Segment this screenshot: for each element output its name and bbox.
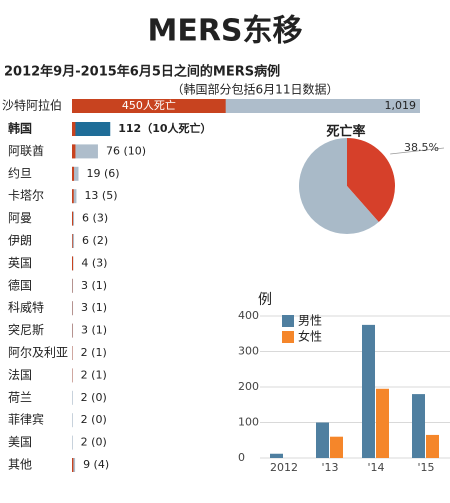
total-bar bbox=[72, 435, 73, 450]
pie-slice bbox=[347, 138, 396, 223]
x-tick-label: '15 bbox=[417, 461, 434, 474]
death-bar bbox=[72, 144, 76, 159]
country-label: 菲律宾 bbox=[8, 412, 44, 427]
label-leader bbox=[390, 147, 445, 155]
x-tick-label: '14 bbox=[367, 461, 384, 474]
total-label: 2 (1) bbox=[81, 346, 107, 359]
chart-title: 2012年9月-2015年6月5日之间的MERS病例 bbox=[4, 64, 280, 80]
y-tick-label: 400 bbox=[238, 309, 259, 322]
country-label: 卡塔尔 bbox=[8, 188, 44, 203]
total-label: 76 (10) bbox=[106, 144, 146, 157]
total-bar bbox=[72, 458, 76, 472]
total-bar bbox=[72, 390, 73, 405]
legend-label: 男性 bbox=[298, 314, 322, 328]
bar bbox=[362, 324, 375, 458]
death-bar bbox=[72, 256, 74, 271]
death-label: 450人死亡 bbox=[122, 98, 176, 112]
total-bar bbox=[72, 323, 74, 338]
country-label: 科威特 bbox=[8, 300, 44, 315]
y-tick-label: 300 bbox=[238, 345, 259, 358]
y-tick-label: 0 bbox=[238, 451, 245, 464]
country-label: 韩国 bbox=[8, 121, 32, 136]
total-label: 2 (0) bbox=[81, 413, 107, 426]
death-bar bbox=[72, 234, 73, 248]
pie-label: 38.5% bbox=[404, 141, 439, 154]
x-tick-label: '13 bbox=[321, 461, 338, 474]
bar bbox=[270, 453, 283, 458]
total-label: 6 (2) bbox=[82, 234, 108, 247]
country-label: 其他 bbox=[8, 458, 32, 472]
total-bar bbox=[72, 122, 111, 136]
y-tick-label: 100 bbox=[238, 416, 259, 429]
death-bar bbox=[72, 211, 74, 226]
y-tick-label: 200 bbox=[238, 380, 259, 393]
chart-subtitle: （韩国部分包括6月11日数据） bbox=[172, 82, 339, 97]
total-label: 112（10人死亡） bbox=[118, 121, 211, 135]
bar bbox=[330, 436, 343, 458]
bar bbox=[426, 434, 439, 458]
pie-title: 死亡率 bbox=[326, 124, 365, 140]
death-bar bbox=[72, 122, 76, 136]
country-label: 伊朗 bbox=[8, 234, 32, 248]
total-label: 3 (1) bbox=[81, 324, 107, 337]
x-tick-label: 2012 bbox=[270, 461, 298, 474]
total-bar bbox=[72, 144, 98, 159]
total-label: 6 (3) bbox=[82, 212, 108, 225]
country-label: 突尼斯 bbox=[8, 322, 44, 337]
death-bar bbox=[72, 166, 75, 181]
total-bar bbox=[72, 166, 79, 181]
death-bar bbox=[72, 99, 226, 113]
y-axis-label: 例 bbox=[258, 292, 272, 308]
bar bbox=[376, 388, 389, 458]
total-label: 2 (0) bbox=[81, 436, 107, 449]
total-label: 3 (1) bbox=[81, 279, 107, 292]
total-label: 1,019 bbox=[385, 99, 417, 112]
pie-slice bbox=[299, 138, 379, 234]
death-bar bbox=[72, 458, 74, 472]
country-label: 荷兰 bbox=[8, 390, 32, 404]
total-bar bbox=[72, 278, 74, 293]
total-label: 4 (3) bbox=[81, 256, 107, 269]
total-label: 9 (4) bbox=[83, 458, 109, 471]
country-label: 阿曼 bbox=[8, 211, 32, 225]
total-label: 2 (0) bbox=[81, 391, 107, 404]
total-bar bbox=[72, 301, 74, 316]
bar bbox=[412, 394, 425, 458]
country-label: 美国 bbox=[8, 435, 32, 449]
country-label: 阿联酋 bbox=[8, 143, 44, 158]
legend-label: 女性 bbox=[298, 329, 322, 344]
legend-swatch bbox=[282, 331, 294, 343]
main-title: MERS东移 bbox=[147, 14, 302, 49]
total-label: 19 (6) bbox=[86, 167, 119, 180]
country-label: 法国 bbox=[8, 368, 32, 382]
total-label: 3 (1) bbox=[81, 301, 107, 314]
total-bar bbox=[72, 234, 75, 248]
total-label: 13 (5) bbox=[84, 189, 117, 202]
death-bar bbox=[72, 189, 74, 204]
country-label: 阿尔及利亚 bbox=[8, 345, 68, 360]
total-bar bbox=[72, 189, 77, 204]
bar bbox=[316, 422, 329, 458]
country-label: 沙特阿拉伯 bbox=[2, 98, 62, 113]
country-label: 英国 bbox=[8, 256, 32, 270]
country-label: 约旦 bbox=[8, 165, 32, 180]
total-bar bbox=[72, 413, 73, 428]
legend-swatch bbox=[282, 315, 294, 327]
country-label: 德国 bbox=[8, 277, 32, 292]
total-label: 2 (1) bbox=[81, 368, 107, 381]
